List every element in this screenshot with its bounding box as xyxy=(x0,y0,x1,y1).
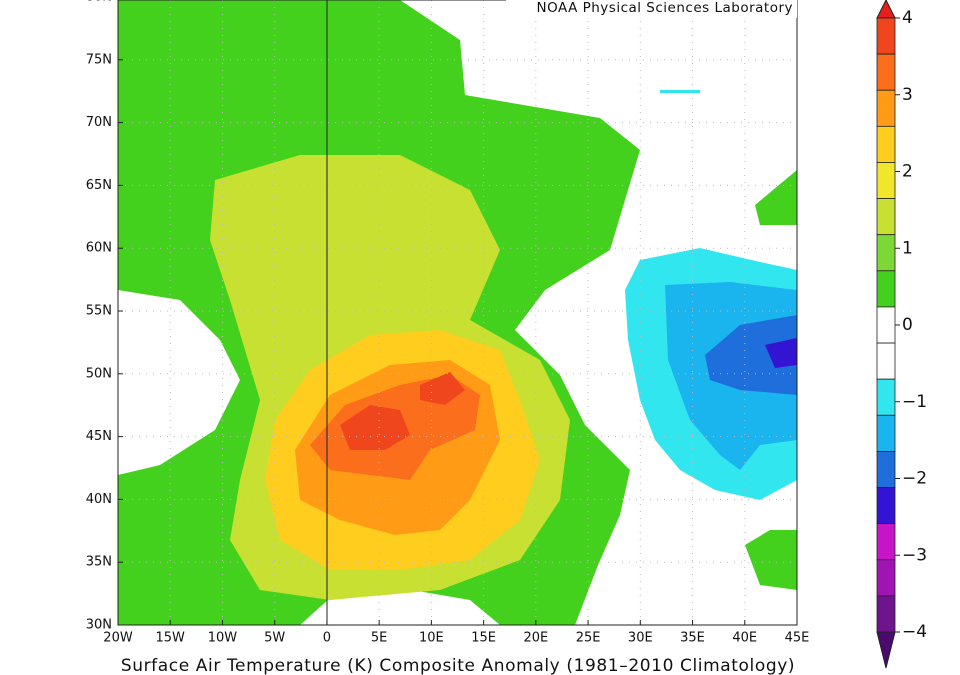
lat-tick-label: 60N xyxy=(86,241,112,256)
lon-tick-label: 30E xyxy=(628,631,653,646)
colorbar-box xyxy=(876,342,896,380)
lon-tick-label: 5W xyxy=(264,631,285,646)
colorbar-label: 0 xyxy=(902,315,913,335)
lon-tick-label: 40E xyxy=(732,631,757,646)
colorbar-box xyxy=(876,125,896,163)
lon-tick-label: 15E xyxy=(471,631,496,646)
colorbar-box xyxy=(876,451,896,488)
lat-tick-label: 40N xyxy=(86,492,112,507)
lon-tick-label: 35E xyxy=(680,631,705,646)
lat-tick-label: 55N xyxy=(86,304,112,319)
colorbar-label: 3 xyxy=(902,85,913,105)
colorbar-box xyxy=(876,414,896,452)
lon-tick-label: 25E xyxy=(576,631,601,646)
colorbar-box xyxy=(876,53,896,91)
lat-tick-label: 65N xyxy=(86,178,112,193)
lat-tick-label: 70N xyxy=(86,115,112,130)
lon-tick-label: 45E xyxy=(785,631,810,646)
colorbar-box xyxy=(876,523,896,561)
lat-tick-label: 80N xyxy=(86,0,112,5)
colorbar-box xyxy=(876,89,896,127)
colorbar-box xyxy=(876,198,896,236)
lon-tick-label: 20E xyxy=(523,631,548,646)
lat-tick-label: 30N xyxy=(86,618,112,633)
colorbar-box xyxy=(876,378,896,416)
colorbar-arrow-bottom xyxy=(876,631,896,669)
lat-tick-label: 35N xyxy=(86,555,112,570)
map-frame xyxy=(117,0,798,626)
credit: NOAA Physical Sciences Laboratory xyxy=(536,0,793,16)
lon-tick-label: 5E xyxy=(371,631,388,646)
lon-tick-label: 10W xyxy=(208,631,238,646)
colorbar-label: 2 xyxy=(902,162,913,182)
colorbar-box xyxy=(876,270,896,308)
colorbar-label: −4 xyxy=(902,622,927,642)
colorbar-label: −2 xyxy=(902,469,927,489)
lat-tick-label: 45N xyxy=(86,429,112,444)
axis-ticks: 20W 15W 10W 5W 0 5E 10E 15E 20E 25E 30E 35E 40E 45E 30… xyxy=(86,0,810,646)
colorbar-box xyxy=(876,234,896,272)
colorbar-label: 4 xyxy=(902,8,913,28)
colorbar-box xyxy=(876,595,896,633)
lat-tick-label: 75N xyxy=(86,52,112,67)
lon-tick-label: 0 xyxy=(323,631,331,646)
colorbar: 4 3 2 1 0 −1 −2 −3 −4 xyxy=(876,0,927,669)
colorbar-box xyxy=(876,17,896,55)
colorbar-arrow-top xyxy=(876,0,896,19)
colorbar-box xyxy=(876,162,896,199)
colorbar-label: −3 xyxy=(902,545,927,565)
colorbar-label: 1 xyxy=(902,238,913,258)
lon-tick-label: 15W xyxy=(156,631,186,646)
credit-box xyxy=(506,0,797,18)
lat-tick-label: 50N xyxy=(86,366,112,381)
colorbar-label: −1 xyxy=(902,392,927,412)
lon-tick-label: 20W xyxy=(103,631,133,646)
caption: Surface Air Temperature (K) Composite An… xyxy=(121,656,795,675)
colorbar-box xyxy=(876,487,896,525)
colorbar-box xyxy=(876,559,896,597)
anomaly-field xyxy=(118,0,797,625)
colorbar-box xyxy=(876,306,896,344)
lon-tick-label: 10E xyxy=(419,631,444,646)
